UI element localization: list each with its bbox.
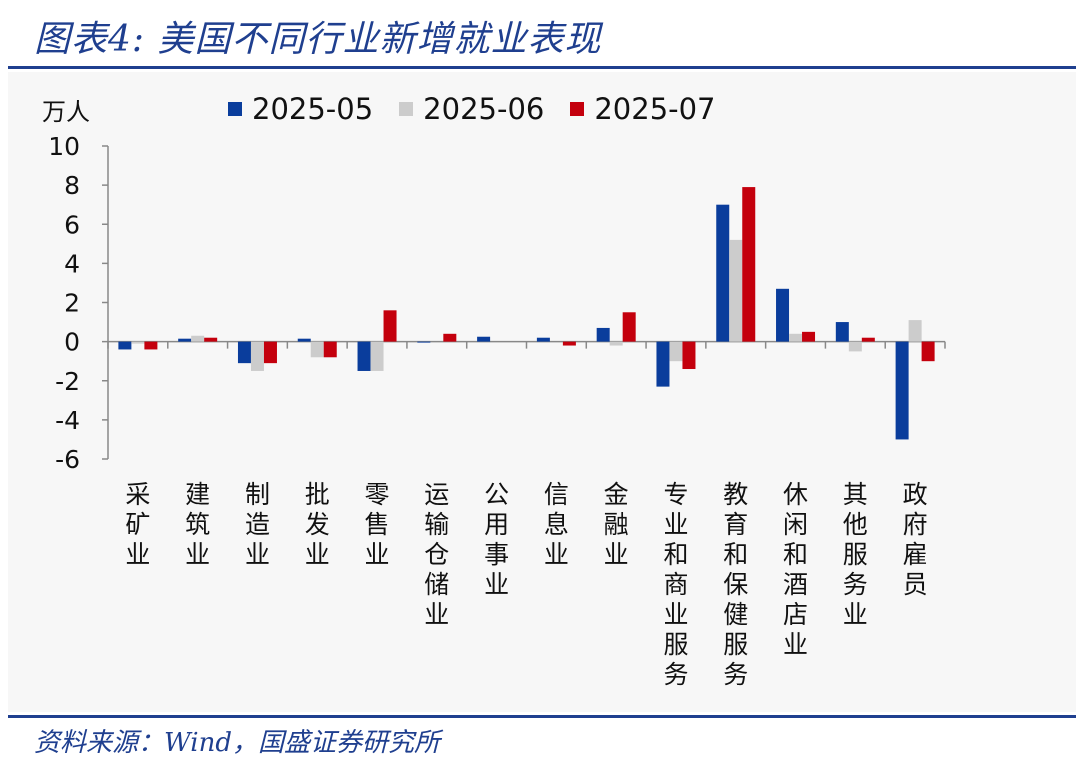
bar-2025-05-1 bbox=[178, 338, 192, 342]
bar-2025-06-0 bbox=[131, 341, 145, 344]
category-label: 教育和保健服务 bbox=[723, 480, 749, 689]
bar-2025-05-2 bbox=[237, 341, 251, 364]
bar-2025-05-6 bbox=[477, 336, 491, 342]
bar-2025-05-5 bbox=[417, 341, 431, 343]
y-tick-label: 4 bbox=[64, 249, 80, 278]
legend-swatch-2025-05 bbox=[228, 102, 242, 116]
bar-2025-05-4 bbox=[357, 341, 371, 371]
bar-2025-05-10 bbox=[716, 204, 730, 342]
bar-2025-07-10 bbox=[742, 187, 756, 342]
category-label: 公用事业 bbox=[484, 480, 510, 599]
category-label: 休闲和酒店业 bbox=[783, 480, 809, 659]
legend-label-2025-05: 2025-05 bbox=[252, 92, 374, 126]
bar-2025-07-5 bbox=[443, 333, 457, 342]
category-label: 信息业 bbox=[543, 480, 569, 569]
bar-2025-05-13 bbox=[895, 341, 909, 440]
bar-2025-05-8 bbox=[596, 327, 610, 342]
category-label: 采矿业 bbox=[125, 480, 151, 569]
bar-2025-07-1 bbox=[204, 337, 218, 342]
title-divider bbox=[8, 66, 1076, 69]
bar-2025-07-8 bbox=[622, 312, 636, 342]
bar-2025-07-13 bbox=[921, 341, 935, 362]
legend-label-2025-06: 2025-06 bbox=[423, 92, 545, 126]
bar-2025-07-12 bbox=[861, 337, 875, 342]
chart-legend: 2025-05 2025-06 2025-07 bbox=[228, 92, 742, 126]
bar-2025-07-2 bbox=[263, 341, 277, 364]
bar-2025-06-1 bbox=[191, 335, 205, 342]
bar-2025-05-11 bbox=[776, 288, 790, 342]
category-label: 零售业 bbox=[364, 480, 390, 569]
bar-2025-06-11 bbox=[789, 333, 803, 342]
y-tick-label: 8 bbox=[64, 171, 80, 200]
bar-2025-06-13 bbox=[908, 320, 922, 342]
category-label: 其他服务业 bbox=[842, 480, 868, 629]
y-tick-label: 10 bbox=[48, 132, 80, 161]
bar-2025-07-0 bbox=[144, 341, 158, 350]
legend-item-2025-05: 2025-05 bbox=[228, 92, 373, 126]
bar-2025-06-3 bbox=[310, 341, 324, 358]
category-label: 制造业 bbox=[244, 480, 270, 569]
bar-2025-05-9 bbox=[656, 341, 670, 387]
bar-2025-06-4 bbox=[370, 341, 384, 371]
bar-2025-06-12 bbox=[848, 341, 862, 352]
source-divider bbox=[8, 715, 1076, 718]
bar-2025-07-11 bbox=[802, 331, 816, 342]
figure-title: 图表4: 美国不同行业新增就业表现 bbox=[34, 19, 602, 60]
legend-swatch-2025-07 bbox=[570, 102, 585, 116]
y-tick-label: -4 bbox=[55, 406, 80, 435]
bar-2025-06-8 bbox=[609, 341, 623, 346]
bar-2025-05-3 bbox=[297, 338, 311, 342]
bar-2025-07-9 bbox=[682, 341, 696, 370]
bar-2025-05-7 bbox=[536, 337, 550, 342]
bar-2025-07-3 bbox=[323, 341, 337, 358]
category-label: 运输仓储业 bbox=[424, 480, 450, 629]
category-label: 金融业 bbox=[603, 480, 629, 569]
y-tick-label: -6 bbox=[55, 445, 80, 474]
y-tick-label: 0 bbox=[64, 328, 80, 357]
y-tick-label: -2 bbox=[55, 367, 80, 396]
bar-2025-05-0 bbox=[118, 341, 132, 350]
bar-2025-05-12 bbox=[835, 322, 849, 342]
source-note: 资料来源：Wind，国盛证券研究所 bbox=[34, 728, 440, 758]
legend-item-2025-06: 2025-06 bbox=[399, 92, 544, 126]
category-label: 建筑业 bbox=[185, 480, 211, 569]
category-label: 政府雇员 bbox=[902, 480, 928, 599]
bar-2025-06-10 bbox=[729, 239, 743, 342]
y-axis-unit-label: 万人 bbox=[42, 98, 90, 126]
legend-label-2025-07: 2025-07 bbox=[594, 92, 716, 126]
legend-swatch-2025-06 bbox=[399, 102, 414, 116]
bar-2025-06-2 bbox=[250, 341, 264, 371]
bar-2025-06-9 bbox=[669, 341, 683, 362]
bar-2025-07-7 bbox=[562, 341, 576, 346]
y-tick-label: 2 bbox=[64, 289, 80, 318]
category-label: 专业和商业服务 bbox=[663, 480, 689, 689]
legend-item-2025-07: 2025-07 bbox=[570, 92, 716, 126]
category-label: 批发业 bbox=[304, 480, 330, 569]
bar-2025-07-4 bbox=[383, 310, 397, 342]
y-tick-label: 6 bbox=[64, 210, 80, 239]
